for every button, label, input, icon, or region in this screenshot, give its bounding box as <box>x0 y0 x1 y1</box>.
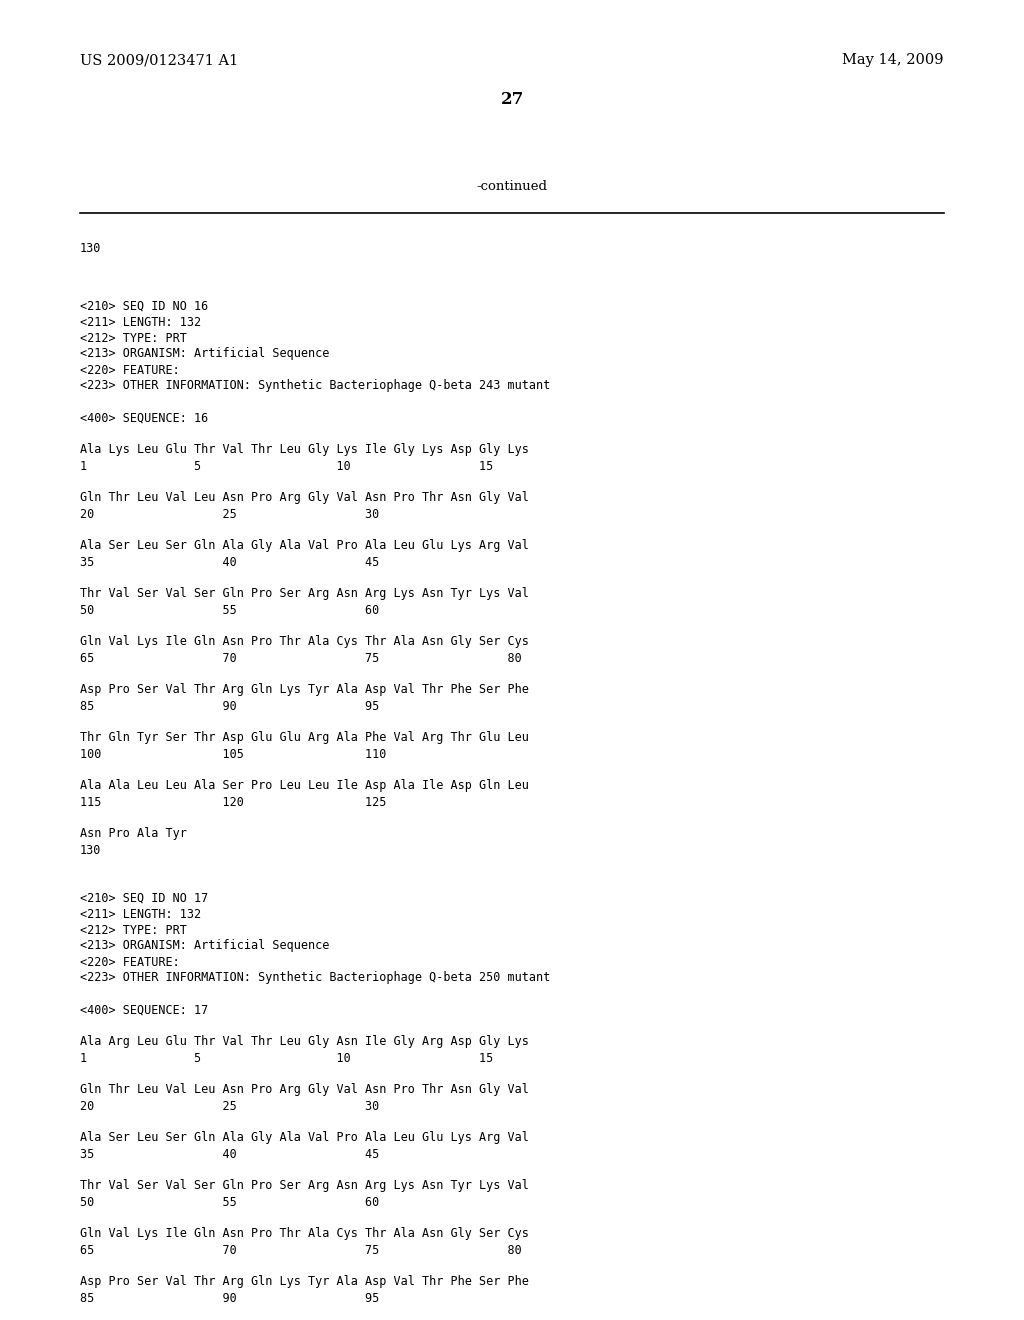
Text: <223> OTHER INFORMATION: Synthetic Bacteriophage Q-beta 250 mutant: <223> OTHER INFORMATION: Synthetic Bacte… <box>80 972 550 985</box>
Text: Thr Val Ser Val Ser Gln Pro Ser Arg Asn Arg Lys Asn Tyr Lys Val: Thr Val Ser Val Ser Gln Pro Ser Arg Asn … <box>80 1180 528 1192</box>
Text: 50                  55                  60: 50 55 60 <box>80 603 379 616</box>
Text: 1               5                   10                  15: 1 5 10 15 <box>80 459 494 473</box>
Text: May 14, 2009: May 14, 2009 <box>843 53 944 67</box>
Text: Asp Pro Ser Val Thr Arg Gln Lys Tyr Ala Asp Val Thr Phe Ser Phe: Asp Pro Ser Val Thr Arg Gln Lys Tyr Ala … <box>80 1275 528 1288</box>
Text: 20                  25                  30: 20 25 30 <box>80 1100 379 1113</box>
Text: Asn Pro Ala Tyr: Asn Pro Ala Tyr <box>80 828 186 841</box>
Text: 35                  40                  45: 35 40 45 <box>80 1147 379 1160</box>
Text: <223> OTHER INFORMATION: Synthetic Bacteriophage Q-beta 243 mutant: <223> OTHER INFORMATION: Synthetic Bacte… <box>80 380 550 392</box>
Text: 1               5                   10                  15: 1 5 10 15 <box>80 1052 494 1064</box>
Text: <212> TYPE: PRT: <212> TYPE: PRT <box>80 924 186 936</box>
Text: 35                  40                  45: 35 40 45 <box>80 556 379 569</box>
Text: <213> ORGANISM: Artificial Sequence: <213> ORGANISM: Artificial Sequence <box>80 940 330 953</box>
Text: -continued: -continued <box>476 180 548 193</box>
Text: Thr Gln Tyr Ser Thr Asp Glu Glu Arg Ala Phe Val Arg Thr Glu Leu: Thr Gln Tyr Ser Thr Asp Glu Glu Arg Ala … <box>80 731 528 744</box>
Text: Ala Arg Leu Glu Thr Val Thr Leu Gly Asn Ile Gly Arg Asp Gly Lys: Ala Arg Leu Glu Thr Val Thr Leu Gly Asn … <box>80 1035 528 1048</box>
Text: Gln Val Lys Ile Gln Asn Pro Thr Ala Cys Thr Ala Asn Gly Ser Cys: Gln Val Lys Ile Gln Asn Pro Thr Ala Cys … <box>80 635 528 648</box>
Text: 115                 120                 125: 115 120 125 <box>80 796 386 808</box>
Text: <220> FEATURE:: <220> FEATURE: <box>80 956 180 969</box>
Text: Asp Pro Ser Val Thr Arg Gln Lys Tyr Ala Asp Val Thr Phe Ser Phe: Asp Pro Ser Val Thr Arg Gln Lys Tyr Ala … <box>80 684 528 697</box>
Text: 65                  70                  75                  80: 65 70 75 80 <box>80 1243 522 1257</box>
Text: Ala Lys Leu Glu Thr Val Thr Leu Gly Lys Ile Gly Lys Asp Gly Lys: Ala Lys Leu Glu Thr Val Thr Leu Gly Lys … <box>80 444 528 457</box>
Text: Gln Thr Leu Val Leu Asn Pro Arg Gly Val Asn Pro Thr Asn Gly Val: Gln Thr Leu Val Leu Asn Pro Arg Gly Val … <box>80 1084 528 1097</box>
Text: Ala Ala Leu Leu Ala Ser Pro Leu Leu Ile Asp Ala Ile Asp Gln Leu: Ala Ala Leu Leu Ala Ser Pro Leu Leu Ile … <box>80 780 528 792</box>
Text: <211> LENGTH: 132: <211> LENGTH: 132 <box>80 315 201 329</box>
Text: <220> FEATURE:: <220> FEATURE: <box>80 363 180 376</box>
Text: 85                  90                  95: 85 90 95 <box>80 700 379 713</box>
Text: 65                  70                  75                  80: 65 70 75 80 <box>80 652 522 664</box>
Text: <210> SEQ ID NO 17: <210> SEQ ID NO 17 <box>80 891 208 904</box>
Text: 100                 105                 110: 100 105 110 <box>80 747 386 760</box>
Text: <212> TYPE: PRT: <212> TYPE: PRT <box>80 331 186 345</box>
Text: <213> ORGANISM: Artificial Sequence: <213> ORGANISM: Artificial Sequence <box>80 347 330 360</box>
Text: US 2009/0123471 A1: US 2009/0123471 A1 <box>80 53 239 67</box>
Text: <400> SEQUENCE: 16: <400> SEQUENCE: 16 <box>80 412 208 425</box>
Text: 27: 27 <box>501 91 523 108</box>
Text: 85                  90                  95: 85 90 95 <box>80 1291 379 1304</box>
Text: 20                  25                  30: 20 25 30 <box>80 507 379 520</box>
Text: Thr Val Ser Val Ser Gln Pro Ser Arg Asn Arg Lys Asn Tyr Lys Val: Thr Val Ser Val Ser Gln Pro Ser Arg Asn … <box>80 587 528 601</box>
Text: Gln Val Lys Ile Gln Asn Pro Thr Ala Cys Thr Ala Asn Gly Ser Cys: Gln Val Lys Ile Gln Asn Pro Thr Ala Cys … <box>80 1228 528 1241</box>
Text: <211> LENGTH: 132: <211> LENGTH: 132 <box>80 908 201 920</box>
Text: 130: 130 <box>80 242 101 255</box>
Text: <210> SEQ ID NO 16: <210> SEQ ID NO 16 <box>80 300 208 313</box>
Text: 130: 130 <box>80 843 101 857</box>
Text: Gln Thr Leu Val Leu Asn Pro Arg Gly Val Asn Pro Thr Asn Gly Val: Gln Thr Leu Val Leu Asn Pro Arg Gly Val … <box>80 491 528 504</box>
Text: <400> SEQUENCE: 17: <400> SEQUENCE: 17 <box>80 1003 208 1016</box>
Text: 50                  55                  60: 50 55 60 <box>80 1196 379 1209</box>
Text: Ala Ser Leu Ser Gln Ala Gly Ala Val Pro Ala Leu Glu Lys Arg Val: Ala Ser Leu Ser Gln Ala Gly Ala Val Pro … <box>80 540 528 553</box>
Text: Ala Ser Leu Ser Gln Ala Gly Ala Val Pro Ala Leu Glu Lys Arg Val: Ala Ser Leu Ser Gln Ala Gly Ala Val Pro … <box>80 1131 528 1144</box>
